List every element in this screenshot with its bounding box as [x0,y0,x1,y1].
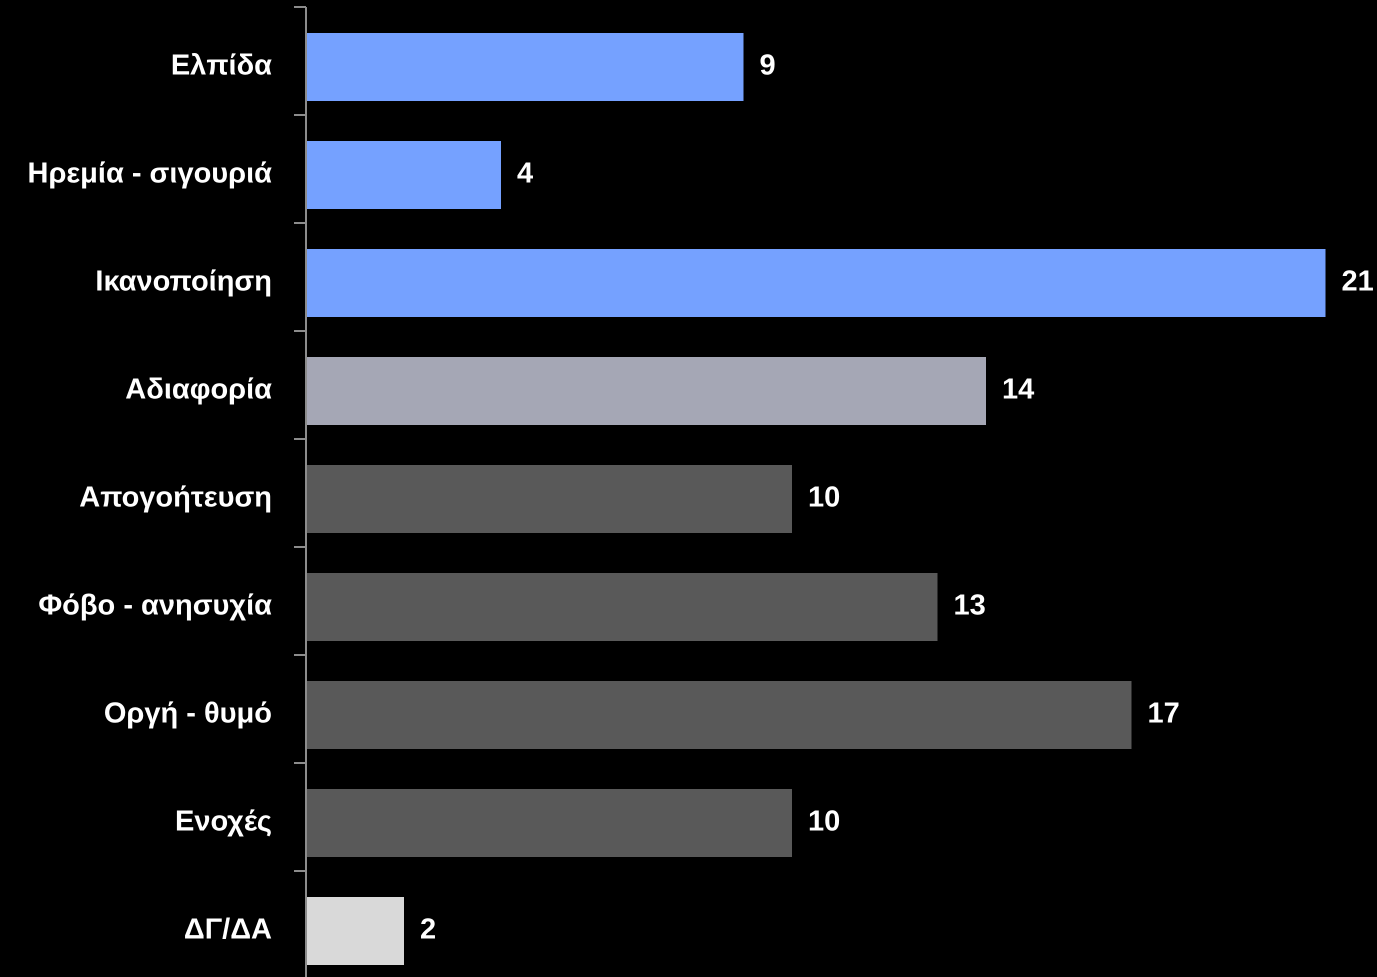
data-label: 21 [1342,266,1374,298]
bar [307,33,744,101]
category-label: Οργή - θυμό [104,698,272,730]
bar [307,681,1132,749]
labels-layer: Ελπίδα 9 Ηρεμία - σιγουριά 4 Ικανοποίηση 21 Αδ… [28,50,1374,946]
bar [307,141,501,209]
data-label: 4 [517,158,533,190]
data-label: 14 [1002,374,1034,406]
bar [307,249,1326,317]
bar [307,465,792,533]
category-label: Φόβο - ανησυχία [38,590,272,622]
data-label: 10 [808,806,840,838]
category-axis [294,6,307,977]
data-label: 13 [954,590,986,622]
bar [307,789,792,857]
category-label: Ηρεμία - σιγουριά [28,158,273,190]
data-label: 10 [808,482,840,514]
data-label: 2 [420,914,436,946]
bar [307,897,404,965]
category-label: Ενοχές [175,806,272,838]
bar [307,573,938,641]
category-label: Αδιαφορία [125,374,272,406]
category-label: Απογοήτευση [79,482,272,514]
data-label: 17 [1148,698,1180,730]
data-label: 9 [760,50,776,82]
bar [307,357,986,425]
bars-layer [307,33,1326,965]
category-label: ΔΓ/ΔΑ [184,914,272,946]
category-label: Ικανοποίηση [95,266,272,298]
category-label: Ελπίδα [171,50,272,82]
